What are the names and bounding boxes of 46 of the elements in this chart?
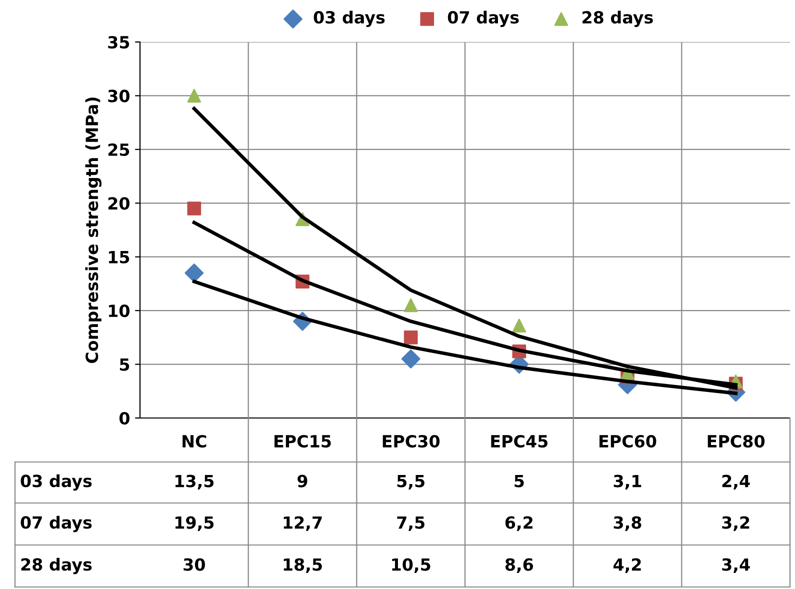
point bbox=[187, 88, 202, 103]
point bbox=[404, 298, 418, 312]
data-label: 3,1 bbox=[614, 474, 642, 490]
point bbox=[512, 318, 526, 333]
data-label: 4,2 bbox=[613, 558, 641, 573]
data-label: 2,4 bbox=[722, 474, 750, 490]
text: 07 days bbox=[20, 516, 92, 532]
data-label: 7,5 bbox=[397, 516, 424, 531]
data-label: 3,2 bbox=[722, 516, 750, 531]
data-label: 18,5 bbox=[284, 558, 322, 573]
x-tick-label: NC bbox=[182, 434, 206, 448]
legend-label: 28 days bbox=[582, 10, 653, 27]
y-axis-title: Compressive strength (MPa) bbox=[85, 98, 102, 364]
x-tick-label: EPC30 bbox=[382, 434, 440, 448]
data-label: 10,5 bbox=[392, 558, 430, 573]
data-label: 30 bbox=[184, 558, 205, 571]
y-tick-label: 10 bbox=[108, 304, 130, 318]
point bbox=[187, 202, 202, 216]
y-tick-label: 15 bbox=[108, 251, 130, 264]
x-tick-label: EPC15 bbox=[274, 434, 331, 448]
text: 03 days bbox=[20, 474, 92, 491]
y-tick-label: 35 bbox=[108, 36, 130, 49]
data-label: 19,5 bbox=[175, 516, 214, 531]
y-tick-label: 0 bbox=[119, 412, 130, 425]
x-tick-label: EPC45 bbox=[491, 434, 548, 448]
y-tick-label: 5 bbox=[120, 358, 130, 371]
x-tick-label: EPC60 bbox=[600, 434, 656, 448]
data-label: 5,5 bbox=[397, 474, 424, 490]
x-tick-label: EPC80 bbox=[708, 434, 765, 448]
point bbox=[401, 349, 420, 368]
point bbox=[184, 263, 204, 282]
data-label: 12,7 bbox=[284, 516, 322, 531]
legend-label: 07 days bbox=[448, 10, 519, 27]
data-label: 5 bbox=[514, 474, 524, 488]
y-tick-label: 20 bbox=[108, 197, 130, 210]
data-label: 6,2 bbox=[505, 516, 532, 531]
data-label: 13,5 bbox=[175, 474, 214, 490]
data-label: 9 bbox=[298, 474, 308, 488]
data-label: 3,8 bbox=[614, 516, 642, 531]
legend-label: 03 days bbox=[314, 10, 385, 27]
y-tick-label: 30 bbox=[108, 90, 130, 102]
text: 28 days bbox=[21, 558, 92, 574]
data-label: 8,6 bbox=[505, 558, 534, 573]
y-tick-label: 25 bbox=[108, 143, 130, 156]
data-label: 3,4 bbox=[722, 558, 750, 573]
point bbox=[404, 330, 418, 344]
